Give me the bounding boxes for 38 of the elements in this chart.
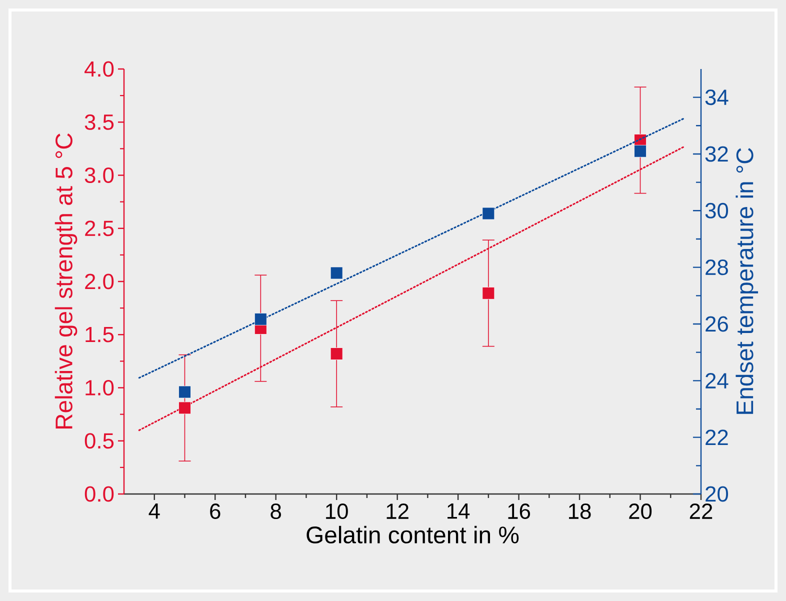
point [330,348,343,360]
x-tick-label: 20 [629,504,652,520]
y2-tick-label: 28 [706,260,728,276]
y-tick-label: 3.0 [84,167,114,184]
y-tick-label: 0.5 [84,433,114,449]
point [178,386,191,398]
point [254,312,267,326]
y2-tick-label: 30 [705,202,728,218]
y2-tick-label: 26 [706,316,728,332]
point [482,207,495,220]
y2-axis-title: Endset temperature in °C [736,148,758,414]
y2-tick-label: 22 [706,430,728,445]
x-tick-label: 22 [690,504,712,519]
x-tick-label: 8 [270,504,281,520]
y-tick-label: 0.0 [84,486,114,502]
y-tick-label: 3.5 [84,114,114,130]
x-tick-label: 18 [569,504,591,520]
point [482,286,495,300]
point [330,266,343,280]
y2-tick-label: 34 [705,90,728,106]
y2-tick-label: 20 [706,486,728,502]
y-tick-label: 1.0 [86,380,114,396]
x-tick-label: 14 [448,504,470,519]
point [634,144,646,158]
point [178,402,191,414]
y-tick-label: 2.5 [85,220,114,236]
y2-tick-label: 24 [706,373,728,388]
y-axis-title: Relative gel strength at 5 °C [54,133,78,429]
y2-tick-label: 32 [705,146,728,162]
y-tick-label: 1.5 [86,326,114,342]
y-tick-label: 4.0 [84,61,114,77]
x-tick-label: 16 [508,504,530,520]
y-tick-label: 2.0 [85,274,114,290]
x-tick-label: 12 [386,504,408,519]
x-tick-label: 4 [148,504,160,519]
x-axis-title: Gelatin content in % [306,526,519,544]
x-tick-label: 6 [210,504,220,520]
x-tick-label: 10 [326,504,348,520]
